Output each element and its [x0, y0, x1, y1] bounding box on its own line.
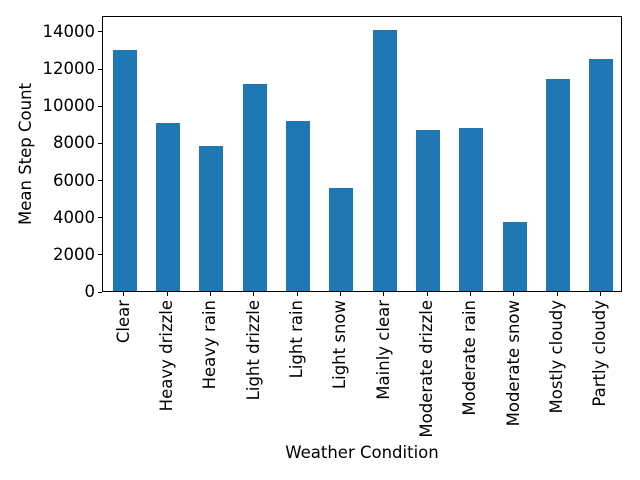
x-tick-label: Partly cloudy — [590, 300, 610, 407]
y-tick-label: 10000 — [42, 96, 96, 116]
bar — [372, 30, 397, 291]
bar — [112, 49, 137, 291]
x-tick — [599, 292, 601, 296]
x-tick — [296, 292, 298, 296]
x-tick-label: Heavy rain — [200, 300, 220, 390]
y-tick — [98, 31, 102, 33]
x-tick-label: Light drizzle — [243, 300, 263, 401]
y-tick-label: 4000 — [53, 207, 95, 227]
bar — [459, 127, 484, 291]
x-tick-label: Light rain — [287, 300, 306, 379]
x-tick-label: Light snow — [330, 300, 350, 390]
y-tick-label: 6000 — [53, 170, 95, 190]
x-tick-label: Mostly cloudy — [547, 300, 566, 414]
x-tick-label: Moderate snow — [503, 300, 523, 427]
x-tick — [556, 292, 558, 296]
x-tick-label: Mainly clear — [373, 300, 393, 400]
y-tick — [98, 142, 102, 144]
x-tick — [209, 292, 211, 296]
y-tick-label: 14000 — [42, 21, 96, 41]
bar — [502, 222, 527, 291]
x-tick — [166, 292, 168, 296]
bar — [329, 187, 354, 291]
y-tick — [98, 291, 102, 293]
x-tick — [123, 292, 125, 296]
plot-area — [102, 16, 622, 292]
x-tick — [513, 292, 515, 296]
bar — [546, 79, 570, 291]
y-tick — [98, 217, 102, 219]
y-tick — [98, 180, 102, 182]
x-tick — [339, 292, 341, 296]
x-tick — [469, 292, 471, 296]
y-tick — [98, 68, 102, 70]
x-tick-label: Clear — [113, 300, 133, 344]
bar — [589, 58, 614, 291]
y-tick — [98, 254, 102, 256]
bar — [242, 83, 267, 291]
bar — [416, 130, 440, 291]
x-tick — [383, 292, 385, 296]
x-tick-label: Moderate drizzle — [417, 300, 436, 438]
y-tick-label: 0 — [84, 282, 96, 301]
x-tick — [426, 292, 428, 296]
bar — [286, 121, 310, 291]
y-tick-label: 2000 — [53, 244, 95, 264]
x-axis-title: Weather Condition — [285, 443, 439, 462]
x-tick — [253, 292, 255, 296]
x-tick-label: Moderate rain — [460, 300, 480, 416]
bar — [156, 122, 180, 291]
y-tick — [98, 105, 102, 107]
y-tick-label: 12000 — [42, 59, 96, 79]
x-tick-label: Heavy drizzle — [157, 300, 176, 412]
y-tick-label: 8000 — [53, 133, 95, 153]
bar — [199, 146, 224, 291]
